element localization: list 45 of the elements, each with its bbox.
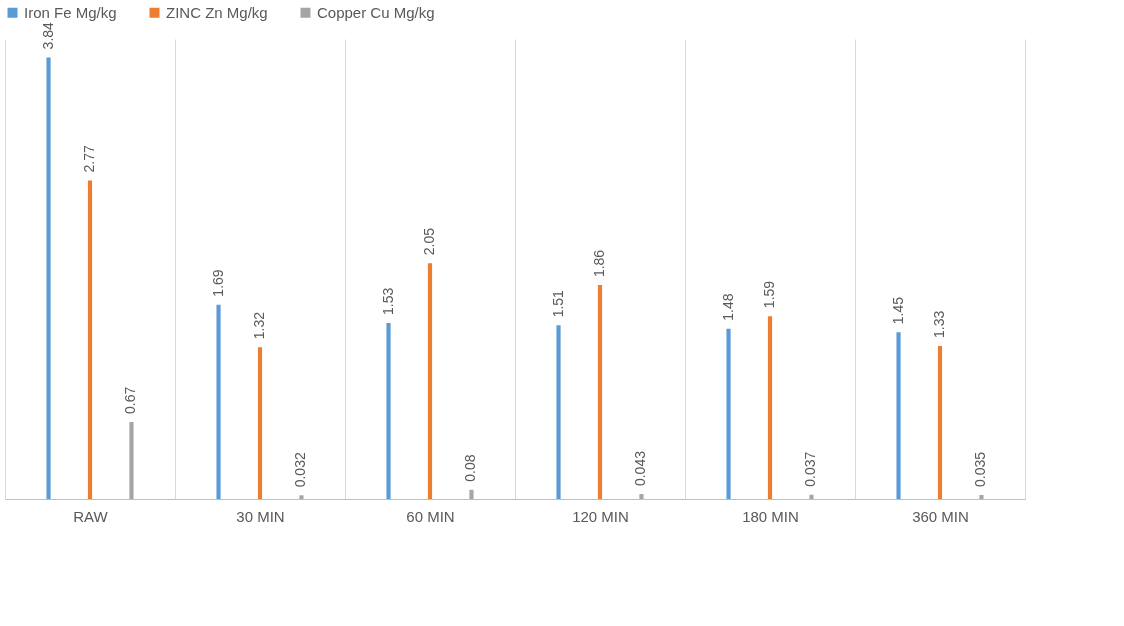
bar [597, 285, 603, 499]
data-label: 1.45 [889, 296, 906, 325]
bar [639, 494, 644, 499]
data-label: 0.037 [802, 451, 819, 487]
x-tick-label: 360 MIN [912, 507, 969, 525]
legend-label: Copper Cu Mg/kg [317, 3, 435, 21]
bar [386, 323, 391, 499]
data-label: 2.05 [421, 227, 437, 256]
data-label: 1.33 [931, 310, 947, 339]
data-label: 0.67 [122, 386, 139, 414]
data-label: 2.77 [81, 144, 97, 173]
bar [726, 328, 731, 499]
data-label: 0.08 [462, 454, 479, 482]
data-label: 1.53 [379, 287, 396, 316]
bar [896, 332, 901, 499]
bar [556, 325, 561, 499]
bar [979, 494, 984, 499]
legend-label: Iron Fe Mg/kg [24, 3, 117, 21]
data-label: 3.84 [39, 21, 56, 50]
data-label: 1.86 [591, 249, 607, 278]
bar [46, 57, 51, 499]
data-label: 1.32 [251, 311, 267, 340]
bar [469, 489, 474, 499]
data-label: 0.032 [292, 452, 309, 488]
data-label: 1.69 [209, 269, 226, 297]
bar [937, 346, 943, 499]
data-label: 0.035 [972, 451, 989, 487]
legend-label: ZINC Zn Mg/kg [166, 3, 268, 21]
x-tick-label: 120 MIN [572, 507, 629, 525]
bar [87, 180, 93, 499]
data-label: 0.043 [632, 450, 649, 487]
data-label: 1.59 [761, 280, 777, 309]
x-tick-label: 180 MIN [742, 507, 799, 525]
x-tick-label: 30 MIN [236, 507, 285, 525]
bar [809, 494, 814, 499]
data-label: 1.48 [719, 293, 736, 321]
data-label: 1.51 [549, 289, 566, 318]
x-tick-label: RAW [73, 507, 109, 525]
bar [427, 263, 433, 499]
bar [257, 347, 263, 499]
bar [299, 495, 304, 499]
bar [767, 316, 773, 499]
x-tick-label: 60 MIN [406, 507, 455, 525]
bar [129, 421, 134, 499]
bar [216, 304, 221, 499]
